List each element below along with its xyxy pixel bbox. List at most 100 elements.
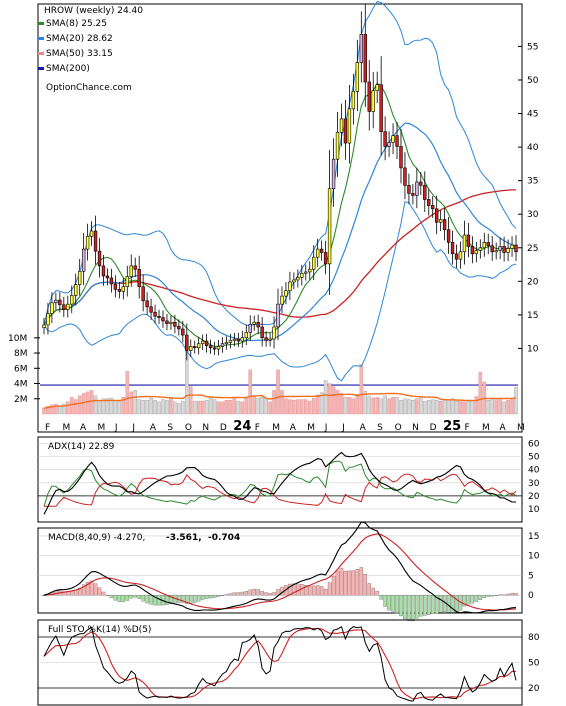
macd-histogram-bar	[292, 583, 296, 596]
volume-bar	[430, 399, 435, 415]
candle-body	[292, 279, 296, 283]
candle-body	[141, 286, 145, 302]
volume-bar	[113, 400, 118, 415]
candle-body	[125, 276, 129, 287]
candle-body	[431, 205, 435, 210]
volume-bar	[510, 398, 514, 415]
volume-bar	[403, 398, 407, 415]
price-tick-label: 10	[527, 344, 539, 354]
macd-histogram-bar	[371, 587, 375, 596]
candle-body	[157, 315, 161, 318]
candle-body	[514, 244, 518, 253]
volume-bar	[272, 390, 276, 415]
macd-histogram-bar	[268, 593, 272, 596]
volume-bar	[256, 397, 260, 415]
volume-bar	[101, 398, 106, 415]
volume-bar	[145, 400, 149, 415]
candle-body	[304, 271, 308, 274]
macd-histogram-bar	[331, 576, 336, 596]
macd-histogram-bar	[200, 595, 205, 600]
candle-body	[113, 283, 118, 290]
volume-bar	[109, 397, 114, 415]
month-label: J	[114, 423, 118, 433]
volume-bar	[192, 400, 197, 415]
candle-body	[165, 320, 169, 324]
adx-tick-label: 50	[528, 453, 540, 463]
volume-bar	[450, 398, 455, 415]
volume-average-line	[43, 392, 517, 409]
price-tick-label: 25	[527, 244, 538, 254]
volume-bar	[121, 397, 126, 415]
month-label: J	[324, 423, 328, 433]
macd-histogram-bar	[145, 595, 149, 604]
year-label: 24	[233, 419, 251, 434]
stochastic-panel: 20 50 80 Full STO %K(14) %D(5)	[37, 619, 540, 706]
volume-bar	[422, 400, 427, 415]
candle-body	[153, 311, 157, 317]
candle-body	[236, 338, 241, 342]
sma20-line	[43, 122, 517, 342]
volume-bar	[486, 400, 491, 415]
candle-body	[315, 248, 320, 258]
macd-histogram-bar	[157, 595, 161, 606]
candle-body	[244, 332, 248, 339]
volume-bar	[65, 401, 70, 415]
volume-bar	[375, 397, 379, 415]
macd-histogram-bar	[169, 595, 173, 604]
adx-tick-label: 10	[528, 505, 540, 515]
candle-body	[474, 250, 479, 255]
volume-bar	[446, 399, 451, 415]
month-label: M	[482, 423, 490, 433]
candle-body	[196, 343, 201, 349]
sto-d-line	[43, 627, 517, 700]
macd-histogram-bar	[474, 595, 479, 602]
volume-bar	[141, 400, 145, 415]
legend-entry-sma8: SMA(8) 25.25	[46, 19, 107, 29]
candle-body	[62, 304, 66, 310]
month-label: M	[272, 423, 280, 433]
volume-bar	[395, 397, 399, 415]
volume-bar	[351, 398, 356, 415]
volume-bar	[97, 400, 102, 415]
candle-body	[486, 242, 490, 247]
year-label: 25	[443, 419, 461, 434]
volume-bar	[77, 395, 82, 415]
candle-body	[169, 321, 173, 324]
volume-bar	[224, 400, 229, 415]
candle-body	[407, 185, 411, 194]
sto-panel-label: Full STO %K(14) %D(5)	[48, 625, 151, 635]
volume-bar	[296, 399, 300, 415]
volume-bar	[188, 386, 193, 415]
macd-histogram-bar	[375, 591, 379, 596]
candle-body	[335, 132, 340, 160]
candle-body	[347, 108, 352, 144]
macd-tick-label: 0	[528, 591, 534, 601]
candle-body	[462, 234, 467, 253]
volume-bar	[474, 396, 479, 415]
volume-bar	[105, 398, 110, 415]
macd-histogram-bar	[347, 570, 352, 596]
candle-body	[149, 306, 153, 313]
price-tick-label: 50	[527, 76, 539, 86]
candle-body	[339, 118, 344, 133]
volume-bar	[387, 398, 391, 415]
volume-bar	[347, 397, 352, 415]
macd-histogram-bar	[224, 594, 229, 596]
macd-histogram-bar	[391, 595, 395, 612]
volume-bar	[391, 397, 395, 415]
candle-body	[42, 324, 46, 328]
adx-frame	[37, 436, 523, 523]
month-label: A	[80, 423, 87, 433]
candle-body	[375, 84, 379, 92]
macd-histogram-bar	[411, 595, 415, 622]
candle-body	[200, 340, 205, 345]
month-label: S	[377, 423, 383, 433]
macd-histogram-bar	[415, 595, 419, 619]
volume-bar	[212, 399, 217, 415]
legend-entry-sma20: SMA(20) 28.62	[46, 34, 113, 44]
volume-bar	[434, 400, 439, 415]
candle-body	[450, 242, 455, 255]
volume-bar	[300, 399, 304, 415]
macd-histogram-bar	[399, 595, 403, 617]
macd-histogram-bar	[387, 595, 391, 611]
